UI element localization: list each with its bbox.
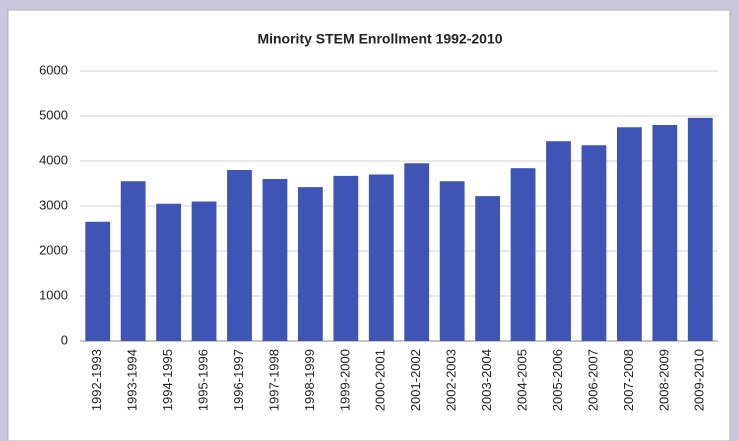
bar — [439, 181, 465, 341]
bar — [616, 127, 642, 341]
bar — [297, 187, 323, 341]
x-tick-label: 1992-1993 — [89, 349, 104, 411]
bar — [475, 196, 501, 341]
y-tick-label: 5000 — [39, 107, 68, 122]
bar — [687, 117, 713, 341]
x-tick-label: 2003-2004 — [479, 349, 494, 411]
x-tick-label: 2005-2006 — [550, 349, 565, 411]
bar — [333, 175, 359, 341]
x-tick-label: 2001-2002 — [408, 349, 423, 411]
x-tick-label: 2008-2009 — [656, 349, 671, 411]
bar — [652, 125, 678, 341]
y-tick-label: 3000 — [39, 197, 68, 212]
bar — [156, 203, 182, 341]
x-tick-label: 1993-1994 — [125, 349, 140, 411]
y-tick-label: 2000 — [39, 242, 68, 257]
x-tick-label: 2000-2001 — [373, 349, 388, 411]
y-tick-label: 4000 — [39, 152, 68, 167]
bar — [191, 201, 217, 341]
bar — [368, 174, 394, 341]
y-tick-label: 6000 — [39, 62, 68, 77]
bar — [262, 179, 288, 341]
x-tick-label: 2002-2003 — [444, 349, 459, 411]
bar — [581, 145, 607, 341]
bar — [404, 163, 430, 341]
y-tick-label: 0 — [61, 332, 68, 347]
bar — [227, 170, 252, 341]
x-tick-label: 2004-2005 — [514, 349, 529, 411]
x-tick-label: 1994-1995 — [160, 349, 175, 411]
bar — [546, 141, 571, 341]
x-tick-label: 1996-1997 — [231, 349, 246, 411]
y-tick-label: 1000 — [39, 287, 68, 302]
x-tick-label: 2006-2007 — [585, 349, 600, 411]
x-tick-label: 1995-1996 — [195, 349, 210, 411]
x-tick-label: 2009-2010 — [692, 349, 707, 411]
x-tick-label: 1997-1998 — [266, 349, 281, 411]
x-tick-label: 1998-1999 — [302, 349, 317, 411]
x-tick-label: 1999-2000 — [337, 349, 352, 411]
chart-title: Minority STEM Enrollment 1992-2010 — [257, 31, 502, 47]
bar — [85, 221, 111, 341]
bar — [120, 181, 146, 341]
bar — [510, 168, 536, 341]
x-tick-label: 2007-2008 — [621, 349, 636, 411]
